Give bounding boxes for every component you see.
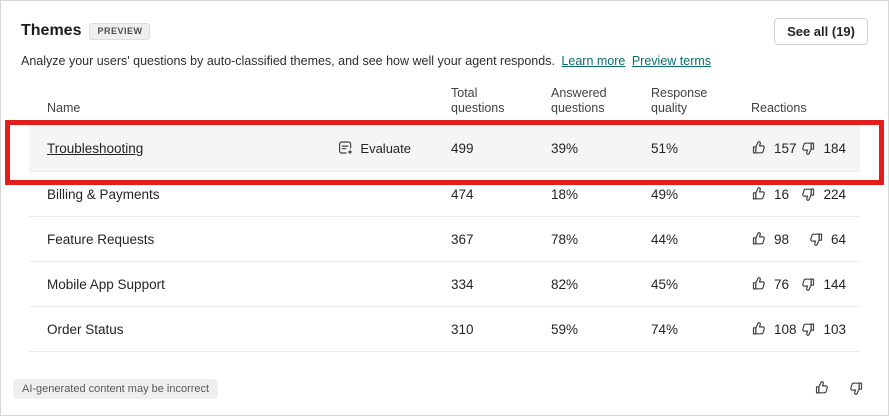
theme-name-link[interactable]: Order Status xyxy=(47,321,124,337)
thumb-up-icon xyxy=(751,186,767,202)
learn-more-link[interactable]: Learn more xyxy=(561,54,626,68)
panel-header: Themes PREVIEW See all (19) xyxy=(21,17,868,45)
total-questions-value: 367 xyxy=(451,231,474,247)
thumb-up-icon xyxy=(751,231,767,247)
answered-questions-value: 78% xyxy=(551,231,579,247)
thumb-down-icon xyxy=(800,186,816,202)
preview-badge: PREVIEW xyxy=(89,22,151,40)
table-row[interactable]: Billing & Payments 474 18% 49% 16 224 xyxy=(29,172,860,217)
table-header-row: Name Total questions Answered questions … xyxy=(29,81,860,125)
table-row[interactable]: Order Status 310 59% 74% 108 103 xyxy=(29,307,860,352)
theme-name-link[interactable]: Feature Requests xyxy=(47,231,155,247)
theme-name-link[interactable]: Billing & Payments xyxy=(47,186,160,202)
theme-name-link[interactable]: Mobile App Support xyxy=(47,276,165,292)
response-quality-value: 45% xyxy=(651,276,679,292)
dislikes-count: 103 xyxy=(823,321,846,337)
thumb-up-icon xyxy=(751,140,767,156)
thumb-up-icon xyxy=(814,380,830,396)
dislikes-count: 224 xyxy=(823,186,846,202)
column-header-answered-questions: Answered questions xyxy=(551,86,607,115)
feedback-thumb-up-button[interactable] xyxy=(814,380,830,399)
evaluate-button[interactable]: Evaluate xyxy=(334,138,415,158)
column-header-reactions: Reactions xyxy=(751,101,807,115)
table-row[interactable]: Mobile App Support 334 82% 45% 76 144 xyxy=(29,262,860,307)
thumb-down-icon xyxy=(800,140,816,156)
evaluate-label: Evaluate xyxy=(360,140,411,156)
column-header-response-quality: Response quality xyxy=(651,86,708,115)
total-questions-value: 334 xyxy=(451,276,474,292)
dislikes-count: 64 xyxy=(830,231,846,247)
total-questions-value: 499 xyxy=(451,140,474,156)
evaluate-icon xyxy=(338,140,354,156)
answered-questions-value: 59% xyxy=(551,321,579,337)
description: Analyze your users' questions by auto-cl… xyxy=(21,53,868,69)
answered-questions-value: 82% xyxy=(551,276,579,292)
see-all-button[interactable]: See all (19) xyxy=(774,17,868,45)
total-questions-value: 474 xyxy=(451,186,474,202)
feedback-thumb-down-button[interactable] xyxy=(848,380,864,399)
answered-questions-value: 39% xyxy=(551,140,579,156)
likes-count: 76 xyxy=(774,276,790,292)
ai-disclaimer: AI-generated content may be incorrect xyxy=(13,379,219,399)
response-quality-value: 74% xyxy=(651,321,679,337)
likes-count: 157 xyxy=(774,140,797,156)
answered-questions-value: 18% xyxy=(551,186,579,202)
response-quality-value: 49% xyxy=(651,186,679,202)
likes-count: 98 xyxy=(774,231,790,247)
dislikes-count: 144 xyxy=(823,276,846,292)
description-text: Analyze your users' questions by auto-cl… xyxy=(21,54,555,68)
panel-feedback xyxy=(814,380,864,399)
thumb-down-icon xyxy=(808,231,824,247)
likes-count: 16 xyxy=(774,186,790,202)
column-header-total-questions: Total questions xyxy=(451,86,505,115)
table-row[interactable]: Troubleshooting Evaluate 499 39% 51% 157 xyxy=(29,125,860,172)
thumb-up-icon xyxy=(751,276,767,292)
column-header-name: Name xyxy=(47,101,81,115)
dislikes-count: 184 xyxy=(823,140,846,156)
thumb-down-icon xyxy=(800,276,816,292)
themes-table: Name Total questions Answered questions … xyxy=(29,81,860,352)
preview-terms-link[interactable]: Preview terms xyxy=(631,54,712,68)
thumb-down-icon xyxy=(848,380,864,396)
theme-name-link[interactable]: Troubleshooting xyxy=(47,140,144,156)
response-quality-value: 44% xyxy=(651,231,679,247)
thumb-up-icon xyxy=(751,321,767,337)
response-quality-value: 51% xyxy=(651,140,679,156)
page-title: Themes xyxy=(21,22,82,39)
total-questions-value: 310 xyxy=(451,321,474,337)
likes-count: 108 xyxy=(774,321,797,337)
table-row[interactable]: Feature Requests 367 78% 44% 98 64 xyxy=(29,217,860,262)
thumb-down-icon xyxy=(800,321,816,337)
